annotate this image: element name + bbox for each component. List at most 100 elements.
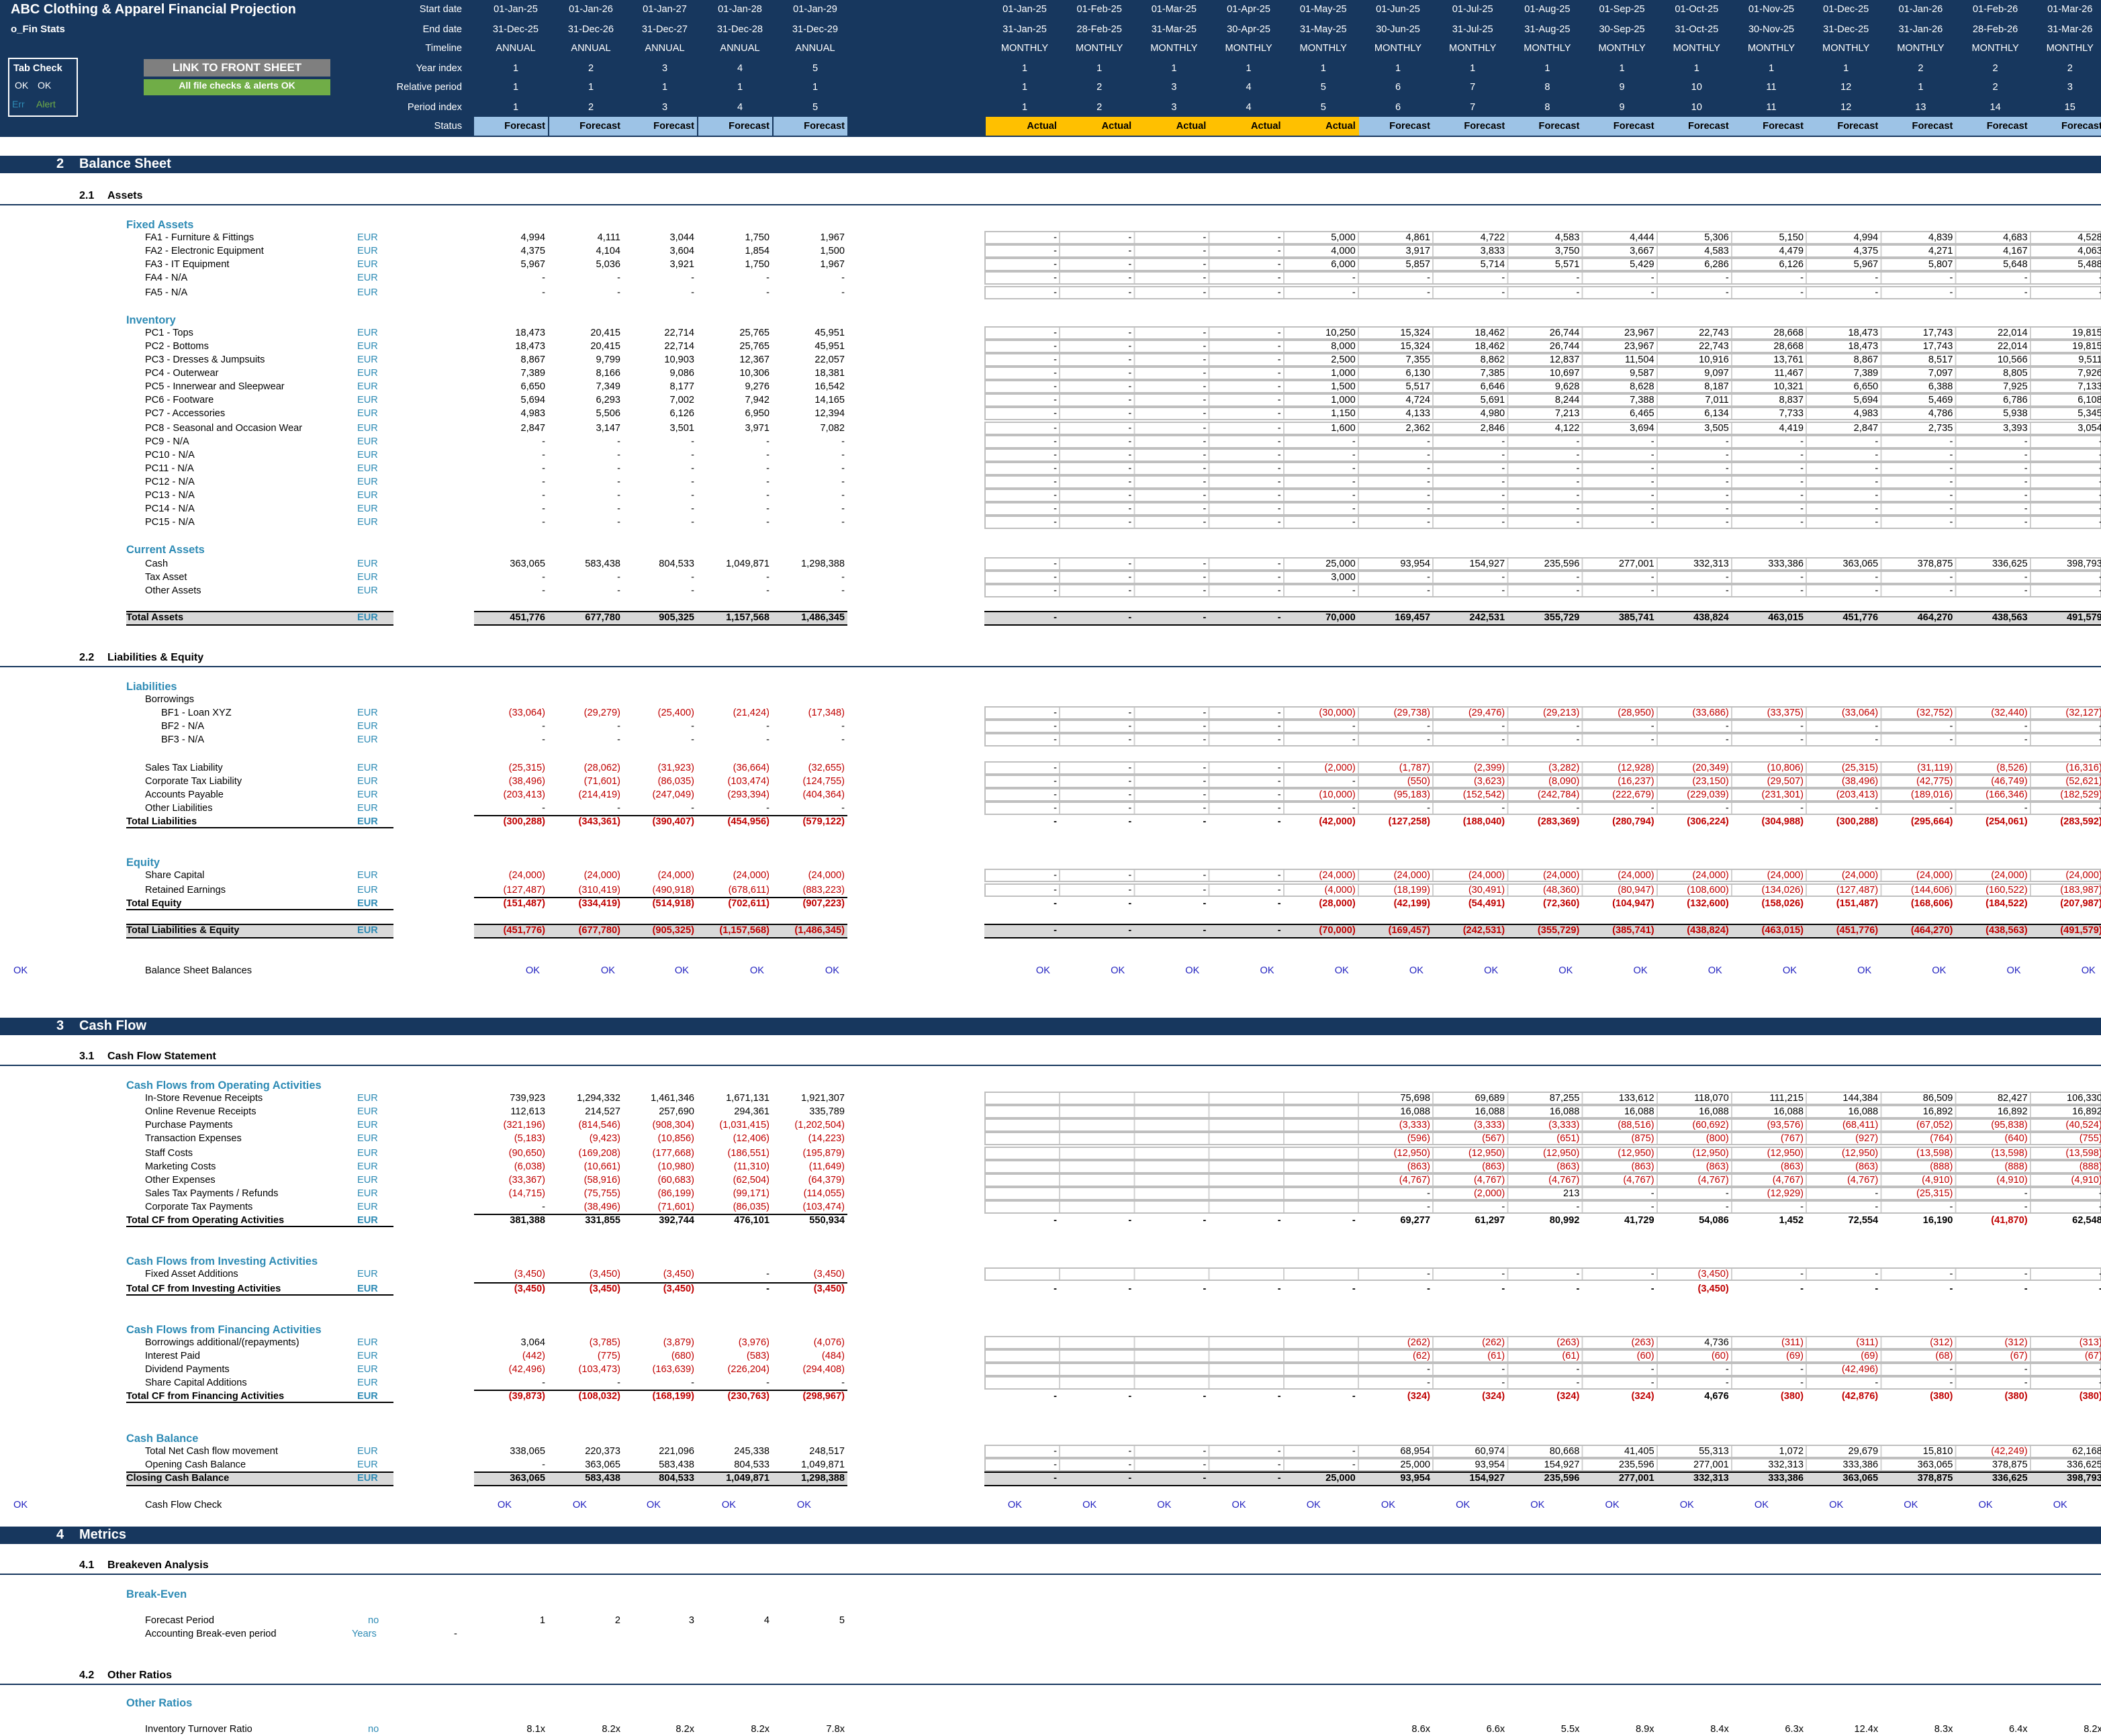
monthly-cell: (13,598) (1991, 1146, 2028, 1158)
header-cell-period: 13 (1915, 100, 1926, 112)
status-cell: Actual (1135, 117, 1211, 136)
annual-cell: 4 (763, 1614, 769, 1626)
monthly-cell: 12.4x (1854, 1723, 1879, 1735)
monthly-cell: - (1054, 583, 1057, 596)
monthly-cell: 16,088 (1400, 1105, 1430, 1118)
row-label: Transaction Expenses (145, 1132, 242, 1145)
annual-cell: - (766, 570, 769, 583)
monthly-cell: 2,847 (1853, 421, 1879, 433)
monthly-cell: 7,925 (2003, 380, 2028, 393)
monthly-cell: - (2024, 1200, 2028, 1212)
monthly-cell: - (1054, 1214, 1057, 1226)
monthly-cell: - (1277, 353, 1281, 365)
section-number: 2 (56, 157, 64, 172)
link-front-sheet-button[interactable]: LINK TO FRONT SHEET (144, 59, 330, 77)
subsection-cash-flow-statement-number: 3.1 (79, 1050, 95, 1062)
annual-cell: (3,450) (813, 1267, 845, 1280)
check-cell: OK (674, 964, 689, 977)
row-label: BF1 - Loan XYZ (161, 706, 232, 719)
annual-cell: - (841, 434, 845, 447)
monthly-cell: 15,810 (1922, 1444, 1953, 1457)
row-label: Accounts Payable (145, 787, 224, 800)
annual-cell: - (691, 733, 694, 746)
monthly-cell: - (1576, 1376, 1580, 1389)
row-label: FA3 - IT Equipment (145, 258, 230, 271)
monthly-cell: - (1576, 461, 1580, 474)
monthly-cell: (242,531) (1462, 923, 1505, 936)
monthly-cell: - (1576, 448, 1580, 461)
unit-label: EUR (357, 706, 378, 719)
monthly-cell: - (1949, 1376, 1953, 1389)
check-cell: OK (1708, 964, 1722, 977)
group-heading: Cash Flows from Operating Activities (126, 1079, 322, 1092)
header-cell-rel: 12 (1840, 81, 1852, 93)
status-cell: Forecast (549, 117, 623, 136)
monthly-cell: - (1800, 720, 1804, 732)
monthly-cell: (40,524) (2065, 1118, 2101, 1131)
monthly-cell: - (1277, 516, 1281, 528)
check-cell: OK (1679, 1498, 1694, 1511)
annual-cell: 583,438 (585, 1471, 620, 1484)
annual-cell: - (617, 801, 620, 814)
monthly-cell: 3,393 (2003, 421, 2028, 433)
monthly-cell: (25,315) (1841, 761, 1879, 773)
row-label: FA1 - Furniture & Fittings (145, 231, 254, 244)
monthly-cell: - (1054, 393, 1057, 406)
monthly-cell: - (2024, 271, 2028, 284)
monthly-cell: - (1128, 706, 1132, 719)
monthly-cell: - (1054, 869, 1057, 881)
monthly-cell: 5,714 (1480, 258, 1505, 271)
monthly-cell: - (1352, 285, 1356, 297)
annual-cell: (3,450) (813, 1282, 845, 1294)
row-label: Inventory Turnover Ratio (145, 1723, 252, 1735)
monthly-cell: (61) (1562, 1349, 1580, 1361)
monthly-cell: (888) (2079, 1159, 2101, 1172)
monthly-cell: - (1875, 720, 1879, 732)
annual-cell: 363,065 (510, 1471, 545, 1484)
annual-cell: (195,879) (802, 1146, 845, 1158)
monthly-cell: - (1501, 570, 1505, 583)
annual-cell: 1,461,346 (651, 1092, 694, 1104)
monthly-cell: - (1650, 1282, 1654, 1294)
monthly-cell: - (1949, 570, 1953, 583)
monthly-cell: - (1054, 326, 1057, 338)
monthly-cell: 333,386 (1768, 1471, 1804, 1484)
file-checks-button[interactable]: All file checks & alerts OK (144, 79, 330, 95)
annual-cell: 5,506 (596, 407, 620, 420)
row-label: Closing Cash Balance (126, 1471, 230, 1484)
annual-cell: 1,157,568 (726, 610, 769, 623)
row-label: Tax Asset (145, 570, 187, 583)
subtotal-rule (474, 1282, 847, 1283)
monthly-cell: (183,987) (2060, 883, 2101, 895)
monthly-cell: (152,542) (1462, 787, 1505, 800)
monthly-cell: - (1054, 421, 1057, 433)
monthly-cell: - (1427, 570, 1430, 583)
check-cell: OK (1754, 1498, 1769, 1511)
header-cell-rel: 2 (1992, 81, 1998, 93)
annual-cell: - (617, 489, 620, 501)
monthly-cell: (16,237) (1618, 774, 1654, 787)
annual-cell: 8,867 (520, 353, 545, 365)
monthly-cell: - (1277, 489, 1281, 501)
monthly-cell: (127,487) (1836, 883, 1879, 895)
annual-cell: (14,715) (508, 1186, 545, 1199)
annual-cell: (390,407) (652, 815, 695, 827)
monthly-cell: (3,333) (1548, 1118, 1580, 1131)
monthly-cell: - (1501, 720, 1505, 732)
monthly-cell: - (1352, 516, 1356, 528)
monthly-cell: - (1501, 502, 1505, 515)
monthly-cell: 6.6x (1486, 1723, 1505, 1735)
monthly-cell: 15,324 (1400, 339, 1430, 352)
monthly-cell: 5,571 (1554, 258, 1580, 271)
monthly-cell: (32,752) (1916, 706, 1953, 719)
monthly-cell: - (1501, 516, 1505, 528)
monthly-cell: (306,224) (1687, 815, 1729, 827)
annual-cell: (1,031,415) (719, 1118, 769, 1131)
row-label: Online Revenue Receipts (145, 1105, 256, 1118)
monthly-cell: - (1203, 339, 1207, 352)
monthly-cell: 4,271 (1928, 244, 1953, 257)
row-label: Total Net Cash flow movement (145, 1444, 278, 1457)
tab-check-ok-b: OK (38, 82, 52, 91)
subtotal-rule (126, 1294, 393, 1295)
annual-cell: (404,364) (802, 787, 845, 800)
